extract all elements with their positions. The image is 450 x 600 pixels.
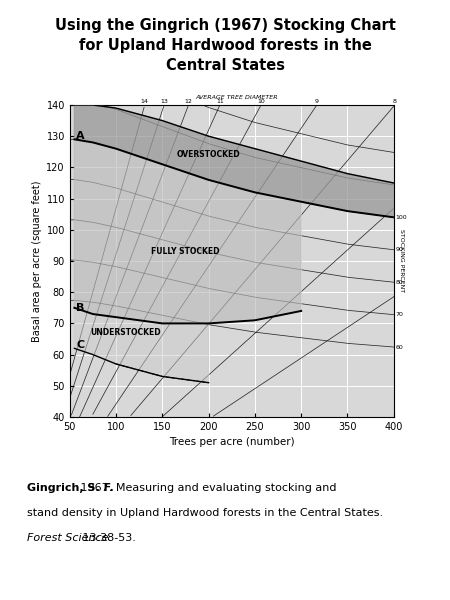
Text: Using the Gingrich (1967) Stocking Chart
for Upland Hardwood forests in the
Cent: Using the Gingrich (1967) Stocking Chart… [54,18,396,73]
Text: A: A [76,131,85,141]
Text: 70: 70 [396,312,404,317]
Text: 8: 8 [393,99,397,104]
Text: 13:38-53.: 13:38-53. [79,533,135,544]
Text: Gingrich, S. F.: Gingrich, S. F. [27,483,114,493]
Text: 80: 80 [396,280,403,285]
Text: OVERSTOCKED: OVERSTOCKED [177,151,240,160]
Text: 13: 13 [160,99,168,104]
Polygon shape [74,308,209,383]
Text: stand density in Upland Hardwood forests in the Central States.: stand density in Upland Hardwood forests… [27,508,383,518]
Text: 12: 12 [184,99,193,104]
X-axis label: Trees per acre (number): Trees per acre (number) [169,437,295,448]
Text: STOCKING PERCENT: STOCKING PERCENT [399,229,404,293]
Text: 100: 100 [396,215,407,220]
Text: 10: 10 [257,99,265,104]
Text: 11: 11 [216,99,224,104]
Text: FULLY STOCKED: FULLY STOCKED [151,247,220,256]
Text: 90: 90 [396,247,404,252]
Y-axis label: Basal area per acre (square feet): Basal area per acre (square feet) [32,180,42,342]
Text: 14: 14 [141,99,148,104]
Polygon shape [74,139,301,323]
Text: 9: 9 [315,99,319,104]
Text: AVERAGE TREE DIAMETER: AVERAGE TREE DIAMETER [195,95,278,100]
Text: UNDERSTOCKED: UNDERSTOCKED [90,328,161,337]
Polygon shape [74,105,394,217]
Text: B: B [76,303,85,313]
Text: 60: 60 [396,344,403,350]
Text: 1967. Measuring and evaluating stocking and: 1967. Measuring and evaluating stocking … [77,483,337,493]
Text: C: C [76,340,84,350]
Text: Forest Science.: Forest Science. [27,533,112,544]
